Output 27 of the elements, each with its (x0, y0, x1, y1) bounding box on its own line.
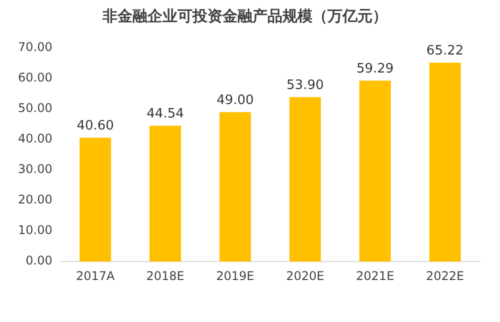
x-tick-label: 2021E (356, 268, 394, 283)
y-tick-label: 10.00 (18, 223, 52, 238)
data-label: 59.29 (356, 62, 394, 77)
x-tick-label: 2018E (146, 268, 184, 283)
x-tick-label: 2020E (286, 268, 324, 283)
data-label: 65.22 (426, 43, 464, 58)
bar (359, 80, 391, 262)
y-tick-label: 50.00 (18, 101, 52, 116)
y-tick-label: 60.00 (18, 70, 52, 85)
bar (429, 62, 461, 262)
bar (219, 112, 251, 262)
data-label: 40.60 (76, 118, 114, 134)
y-tick-label: 70.00 (18, 40, 52, 54)
bar (289, 97, 321, 262)
data-label: 44.54 (146, 106, 184, 122)
x-tick-label: 2017A (76, 268, 116, 283)
x-tick-label: 2019E (216, 268, 254, 283)
y-tick-label: 0.00 (26, 254, 52, 268)
y-tick-label: 20.00 (18, 192, 52, 207)
data-label: 53.90 (286, 78, 324, 94)
y-tick-label: 40.00 (18, 132, 52, 146)
data-label: 49.00 (216, 92, 254, 108)
chart-title: 非金融企业可投资金融产品规模（万亿元） (102, 6, 388, 25)
bar (150, 126, 181, 262)
y-tick-label: 30.00 (18, 162, 52, 176)
x-tick-label: 2022E (426, 268, 464, 283)
bar (80, 138, 112, 262)
